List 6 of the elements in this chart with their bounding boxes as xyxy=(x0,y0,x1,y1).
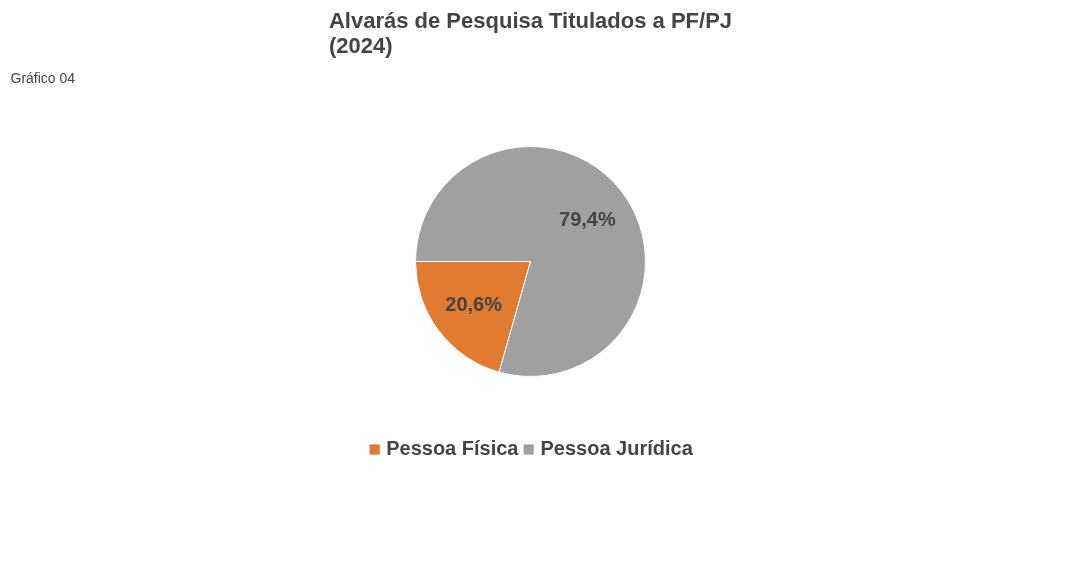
data-label: 79,4% xyxy=(559,207,616,230)
text: Gráfico 04 xyxy=(10,69,76,86)
legend-label: Pessoa Jurídica xyxy=(540,437,693,460)
data-label: 20,6% xyxy=(445,293,503,316)
chart-title: Alvarás de Pesquisa Titulados a PF/PJ (2024) xyxy=(328,7,733,58)
legend-label: Pessoa Física xyxy=(386,437,519,460)
